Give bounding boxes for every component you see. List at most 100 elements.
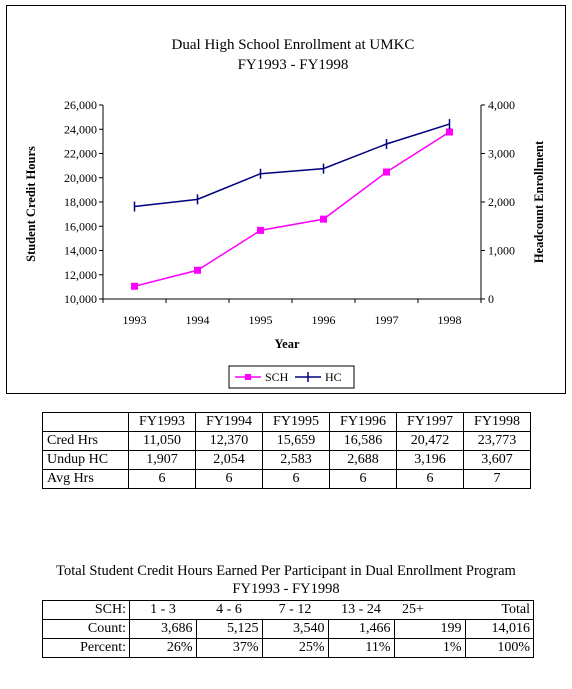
summary-row-label: Avg Hrs — [42, 469, 129, 489]
distribution-bin-cell: 4 - 6 — [196, 600, 262, 620]
summary-cell: 1,907 — [128, 450, 196, 470]
series-line-hc — [134, 123, 450, 208]
data-point-sch — [383, 168, 390, 176]
distribution-subtitle: FY1993 - FY1998 — [232, 581, 340, 597]
summary-row-cred-hrs: Cred Hrs 11,050 12,370 15,659 16,586 20,… — [42, 431, 531, 451]
legend: SCH HC — [228, 365, 355, 389]
data-point-sch — [320, 215, 327, 223]
chart-title: Dual High School Enrollment at UMKC — [172, 37, 415, 53]
y-axis-label: Student Credit Hours — [24, 146, 38, 262]
y-tick-label: 26,000 — [64, 98, 97, 112]
distribution-percent-cell: 26% — [129, 638, 197, 658]
y-tick-label: 24,000 — [64, 122, 97, 136]
y2-tick-label: 3,000 — [488, 147, 515, 161]
x-tick-label: 1995 — [249, 313, 273, 327]
distribution-percent-cell: 1% — [394, 638, 466, 658]
summary-cell: 6 — [329, 469, 397, 489]
y2-axis-label: Headcount Enrollment — [532, 140, 546, 263]
x-tick-label: 1998 — [438, 313, 462, 327]
y-tick-label: 12,000 — [64, 268, 97, 282]
summary-cell: 6 — [396, 469, 464, 489]
distribution-row-label: SCH: — [42, 600, 130, 620]
distribution-bin-cell: 7 - 12 — [262, 600, 328, 620]
distribution-count-row: Count: 3,686 5,125 3,540 1,466 199 14,01… — [42, 619, 534, 639]
summary-cell: 6 — [195, 469, 263, 489]
distribution-percent-cell: 11% — [328, 638, 395, 658]
summary-cell: 2,583 — [262, 450, 330, 470]
summary-cell: 6 — [262, 469, 330, 489]
legend-sch-marker — [245, 374, 251, 380]
legend-box — [228, 365, 355, 389]
x-tick-label: 1994 — [186, 313, 210, 327]
chart-frame: Dual High School Enrollment at UMKC FY19… — [6, 5, 566, 394]
legend-sch-label: SCH — [265, 370, 289, 384]
summary-header-cell: FY1998 — [463, 412, 531, 432]
summary-cell: 2,054 — [195, 450, 263, 470]
distribution-percent-cell: 100% — [465, 638, 534, 658]
chart-subtitle: FY1993 - FY1998 — [238, 57, 349, 73]
distribution-count-cell: 14,016 — [465, 619, 534, 639]
summary-row-label: Undup HC — [42, 450, 129, 470]
summary-header-cell: FY1997 — [396, 412, 464, 432]
distribution-percent-cell: 25% — [262, 638, 329, 658]
summary-cell: 6 — [128, 469, 196, 489]
y2-tick-label: 1,000 — [488, 244, 515, 258]
y-tick-label: 10,000 — [64, 292, 97, 306]
summary-cell: 3,607 — [463, 450, 531, 470]
distribution-table: SCH: 1 - 3 4 - 6 7 - 12 13 - 24 25+ Tota… — [42, 600, 534, 658]
distribution-count-cell: 5,125 — [196, 619, 263, 639]
summary-corner-cell — [42, 412, 129, 432]
summary-cell: 12,370 — [195, 431, 263, 451]
x-axis-label: Year — [275, 337, 300, 351]
x-tick-label: 1996 — [312, 313, 336, 327]
y-tick-label: 18,000 — [64, 195, 97, 209]
distribution-count-cell: 3,686 — [129, 619, 197, 639]
line-chart: Dual High School Enrollment at UMKC FY19… — [24, 37, 546, 389]
distribution-title: Total Student Credit Hours Earned Per Pa… — [56, 563, 516, 579]
summary-header-row: FY1993 FY1994 FY1995 FY1996 FY1997 FY199… — [42, 412, 531, 432]
y2-tick-label: 4,000 — [488, 98, 515, 112]
y-tick-label: 14,000 — [64, 244, 97, 258]
summary-row-undup-hc: Undup HC 1,907 2,054 2,583 2,688 3,196 3… — [42, 450, 531, 470]
distribution-bin-cell: Total — [465, 600, 534, 620]
summary-cell: 11,050 — [128, 431, 196, 451]
distribution-count-cell: 1,466 — [328, 619, 395, 639]
summary-header-cell: FY1996 — [329, 412, 397, 432]
distribution-percent-row: Percent: 26% 37% 25% 11% 1% 100% — [42, 638, 534, 658]
data-point-sch — [257, 226, 264, 234]
summary-row-avg-hrs: Avg Hrs 6 6 6 6 6 7 — [42, 469, 531, 489]
summary-cell: 15,659 — [262, 431, 330, 451]
x-tick-label: 1997 — [375, 313, 399, 327]
summary-cell: 16,586 — [329, 431, 397, 451]
summary-row-label: Cred Hrs — [42, 431, 129, 451]
y-tick-label: 20,000 — [64, 171, 97, 185]
distribution-bin-cell: 25+ — [394, 600, 465, 620]
series-line-sch — [134, 131, 450, 287]
y2-tick-label: 2,000 — [488, 195, 515, 209]
distribution-bin-cell: 1 - 3 — [129, 600, 196, 620]
summary-cell: 3,196 — [396, 450, 464, 470]
x-tick-label: 1993 — [123, 313, 147, 327]
y-tick-label: 22,000 — [64, 147, 97, 161]
legend-hc-label: HC — [325, 370, 342, 384]
data-point-sch — [446, 128, 453, 136]
distribution-row-label: Count: — [42, 619, 130, 639]
summary-cell: 7 — [463, 469, 531, 489]
summary-cell: 23,773 — [463, 431, 531, 451]
distribution-bin-cell: 13 - 24 — [328, 600, 394, 620]
summary-cell: 20,472 — [396, 431, 464, 451]
distribution-row-label: Percent: — [42, 638, 130, 658]
distribution-count-cell: 199 — [394, 619, 466, 639]
summary-cell: 2,688 — [329, 450, 397, 470]
distribution-count-cell: 3,540 — [262, 619, 329, 639]
summary-header-cell: FY1993 — [128, 412, 196, 432]
summary-header-cell: FY1994 — [195, 412, 263, 432]
distribution-percent-cell: 37% — [196, 638, 263, 658]
y-tick-label: 16,000 — [64, 219, 97, 233]
data-point-sch — [194, 266, 201, 274]
summary-header-cell: FY1995 — [262, 412, 330, 432]
summary-table: FY1993 FY1994 FY1995 FY1996 FY1997 FY199… — [42, 412, 531, 489]
data-point-sch — [131, 282, 138, 290]
distribution-bin-row: SCH: 1 - 3 4 - 6 7 - 12 13 - 24 25+ Tota… — [42, 600, 534, 620]
y2-tick-label: 0 — [488, 292, 494, 306]
